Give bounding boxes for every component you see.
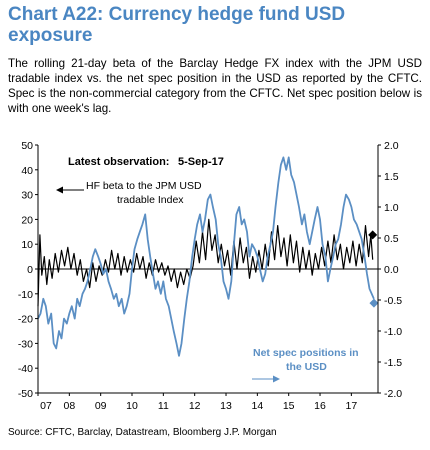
x-tick-label: 11 (158, 400, 169, 412)
right-tick-label: -1.0 (384, 326, 402, 338)
left-tick-label: 30 (21, 190, 33, 202)
x-axis-ticks: 07 08 09 10 11 12 13 14 15 16 17 (37, 393, 358, 412)
latest-observation-date: 5-Sep-17 (178, 156, 224, 168)
chart-series (37, 156, 379, 357)
left-tick-label: 40 (21, 165, 33, 177)
hf-beta-line (37, 218, 374, 307)
x-tick-label: 12 (189, 400, 201, 412)
right-tick-label: -1.5 (384, 357, 402, 369)
x-tick-label: 09 (95, 400, 107, 412)
chart-title: Chart A22: Currency hedge fund USD expos… (8, 4, 346, 46)
chart-annotations: Latest observation: 5-Sep-17 HF beta to … (56, 156, 359, 383)
x-tick-label: 14 (252, 400, 264, 412)
net-spec-last-marker (369, 298, 379, 308)
x-tick-label: 10 (126, 400, 138, 412)
spec-series-label-line2: the USD (286, 361, 327, 373)
left-tick-label: 10 (21, 239, 33, 251)
right-tick-label: 0.5 (384, 233, 399, 245)
left-tick-label: 0 (27, 264, 33, 276)
hf-series-arrowhead (56, 186, 63, 194)
hf-beta-last-marker (368, 230, 378, 240)
left-tick-label: -10 (18, 289, 33, 301)
hf-series-label-line2: tradable Index (117, 194, 184, 206)
chart-source: Source: CFTC, Barclay, Datastream, Bloom… (8, 427, 277, 438)
left-tick-label: -20 (18, 314, 33, 326)
chart-description: The rolling 21-day beta of the Barclay H… (8, 57, 422, 115)
hf-series-label-line1: HF beta to the JPM USD (86, 180, 202, 192)
spec-series-label-line1: Net spec positions in (253, 347, 359, 359)
left-tick-label: -50 (18, 388, 33, 400)
x-tick-label: 07 (40, 400, 52, 412)
latest-observation-label: Latest observation: (68, 156, 169, 168)
x-tick-label: 16 (314, 400, 326, 412)
x-tick-label: 13 (220, 400, 232, 412)
right-tick-label: -2.0 (384, 388, 402, 400)
x-tick-label: 15 (283, 400, 295, 412)
right-tick-label: 1.5 (384, 171, 399, 183)
left-tick-label: 20 (21, 214, 33, 226)
right-tick-label: -0.5 (384, 295, 402, 307)
left-tick-label: 50 (21, 140, 33, 152)
spec-series-arrowhead (273, 375, 280, 383)
x-tick-label: 17 (346, 400, 358, 412)
right-tick-label: 0.0 (384, 264, 399, 276)
right-tick-label: 2.0 (384, 140, 399, 152)
left-tick-label: -40 (18, 363, 33, 375)
net-spec-line (37, 156, 375, 357)
right-axis-ticks: 2.0 1.5 1.0 0.5 0.0 -0.5 -1.0 -1.5 -2.0 (378, 140, 402, 400)
x-tick-label: 08 (63, 400, 75, 412)
left-tick-label: -30 (18, 338, 33, 350)
left-axis-ticks: 50 40 30 20 10 0 -10 -20 -30 -40 -50 (18, 140, 38, 400)
right-tick-label: 1.0 (384, 202, 399, 214)
